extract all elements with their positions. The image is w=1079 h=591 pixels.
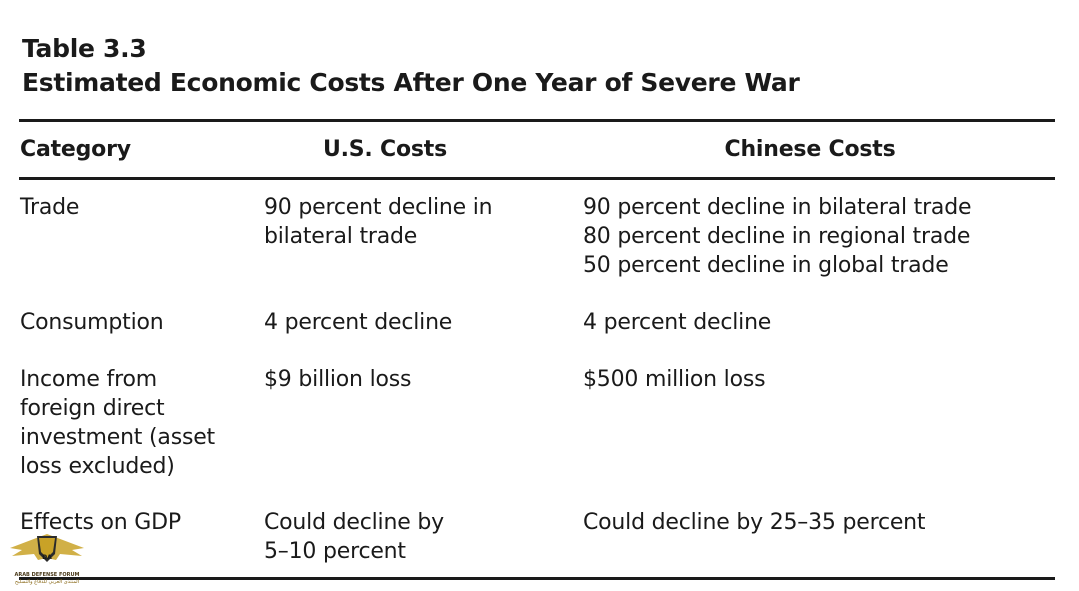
cell-line: 5–10 percent [264, 539, 406, 564]
cell-line: foreign direct [20, 396, 165, 421]
header-us-costs: U.S. Costs [322, 137, 448, 162]
header-chinese-costs: Chinese Costs [724, 137, 896, 162]
row-trade-us: 90 percent decline in bilateral trade [264, 193, 564, 251]
cell-line: 90 percent decline in bilateral trade [583, 195, 972, 220]
cell-line: Effects on GDP [20, 510, 181, 535]
row-gdp-cn: Could decline by 25–35 percent [583, 508, 1053, 537]
cell-line: Trade [20, 195, 80, 220]
cell-line: bilateral trade [264, 224, 418, 249]
header-rule [19, 177, 1055, 180]
logo-text-arabic: المنتدى العربي للدفاع والتسليح [14, 579, 80, 585]
row-consumption-category: Consumption [20, 308, 248, 337]
row-income-cn: $500 million loss [583, 365, 1053, 394]
table-caption: Table 3.3 Estimated Economic Costs After… [22, 32, 1052, 100]
cell-line: 80 percent decline in regional trade [583, 224, 971, 249]
cell-line: $9 billion loss [264, 367, 412, 392]
cell-line: loss excluded) [20, 454, 175, 479]
eagle-emblem-icon [10, 534, 84, 562]
row-income-category: Income from foreign direct investment (a… [20, 365, 248, 481]
table-label: Table 3.3 [22, 34, 147, 63]
cell-line: investment (asset [20, 425, 215, 450]
logo-text-english: ARAB DEFENSE FORUM [14, 572, 80, 578]
cell-line: $500 million loss [583, 367, 766, 392]
logo-monogram: DA [42, 554, 52, 561]
row-gdp-us: Could decline by 5–10 percent [264, 508, 564, 566]
row-consumption-us: 4 percent decline [264, 308, 564, 337]
cell-line: 4 percent decline [264, 310, 453, 335]
row-income-us: $9 billion loss [264, 365, 564, 394]
header-category: Category [20, 137, 131, 162]
table-title: Estimated Economic Costs After One Year … [22, 68, 800, 97]
bottom-rule [19, 577, 1055, 580]
row-gdp-category: Effects on GDP [20, 508, 248, 537]
forum-watermark-logo: DA ARAB DEFENSE FORUM المنتدى العربي للد… [8, 528, 86, 590]
cell-line: Consumption [20, 310, 164, 335]
cell-line: Income from [20, 367, 157, 392]
cell-line: 50 percent decline in global trade [583, 253, 949, 278]
row-consumption-cn: 4 percent decline [583, 308, 1053, 337]
row-trade-category: Trade [20, 193, 248, 222]
cell-line: 4 percent decline [583, 310, 772, 335]
cell-line: Could decline by [264, 510, 444, 535]
cell-line: Could decline by 25–35 percent [583, 510, 926, 535]
row-trade-cn: 90 percent decline in bilateral trade 80… [583, 193, 1053, 280]
top-rule [19, 119, 1055, 122]
cell-line: 90 percent decline in [264, 195, 493, 220]
